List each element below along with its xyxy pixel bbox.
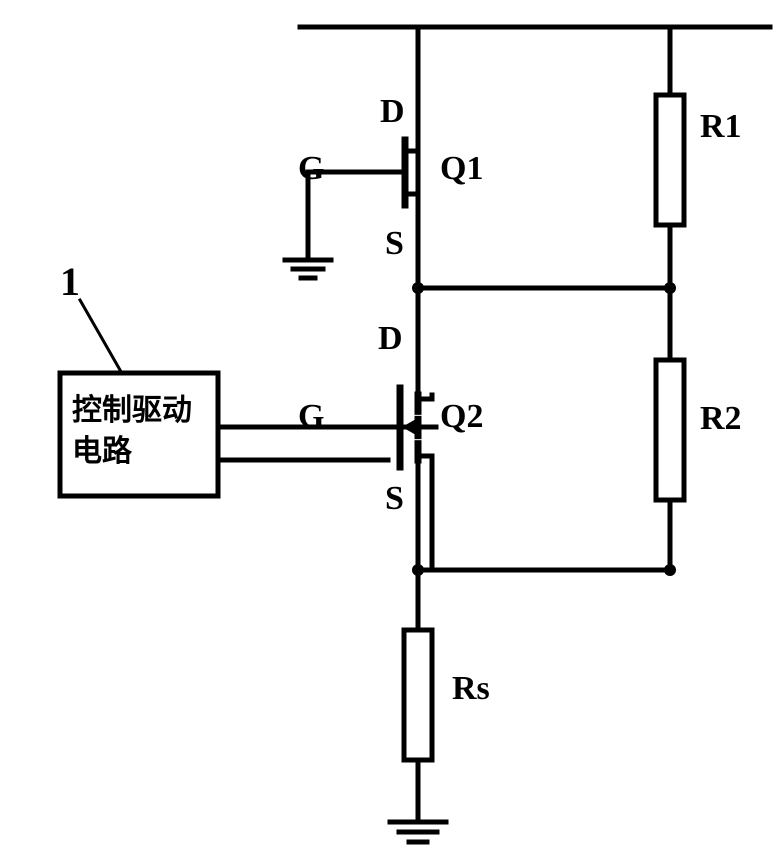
rs-label: Rs bbox=[452, 670, 490, 708]
control-driver-block-label: 控制驱动电路 bbox=[72, 391, 192, 472]
q1-source-label: S bbox=[385, 225, 404, 263]
q2-gate-label: G bbox=[298, 398, 324, 436]
q2-drain-label: D bbox=[378, 320, 403, 358]
r2-label: R2 bbox=[700, 400, 742, 438]
q2-name-label: Q2 bbox=[440, 398, 483, 436]
q1-name-label: Q1 bbox=[440, 150, 483, 188]
ref-number: 1 bbox=[60, 258, 80, 305]
q2-source-label: S bbox=[385, 480, 404, 518]
r1-label: R1 bbox=[700, 108, 742, 146]
q1-drain-label: D bbox=[380, 93, 405, 131]
q1-gate-label: G bbox=[298, 150, 324, 188]
